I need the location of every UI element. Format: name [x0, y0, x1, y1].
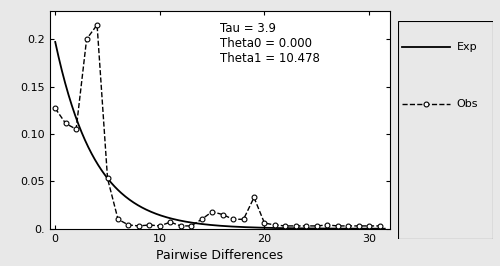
X-axis label: Pairwise Differences: Pairwise Differences — [156, 249, 284, 262]
Obs — [272, 223, 278, 227]
Text: Tau = 3.9
Theta0 = 0.000
Theta1 = 10.478: Tau = 3.9 Theta0 = 0.000 Theta1 = 10.478 — [220, 22, 320, 65]
Obs — [157, 224, 163, 227]
Obs — [376, 224, 382, 227]
Obs — [240, 218, 246, 221]
Line: Exp: Exp — [55, 42, 385, 229]
Obs — [168, 221, 173, 224]
Obs — [314, 224, 320, 227]
Obs — [73, 128, 79, 131]
Obs — [94, 23, 100, 26]
Exp — [290, 227, 296, 230]
Obs — [262, 222, 268, 225]
Line: Obs: Obs — [53, 22, 382, 228]
Obs — [52, 107, 58, 110]
Obs — [293, 224, 299, 227]
Exp — [160, 214, 166, 218]
Exp — [382, 227, 388, 230]
Obs — [230, 218, 236, 221]
Obs — [304, 224, 310, 227]
Obs — [146, 223, 152, 227]
Obs — [282, 224, 288, 227]
Obs — [209, 210, 215, 213]
Obs — [126, 223, 132, 227]
Obs — [104, 177, 110, 180]
Text: Exp: Exp — [456, 43, 477, 52]
Obs — [178, 224, 184, 227]
Obs — [115, 218, 121, 221]
Obs — [84, 38, 89, 41]
Exp — [52, 40, 58, 44]
Exp — [260, 226, 266, 229]
Exp — [182, 220, 188, 223]
Exp — [292, 227, 298, 230]
Obs — [366, 224, 372, 227]
Obs — [198, 218, 204, 221]
Obs — [251, 196, 257, 199]
Obs — [62, 122, 68, 125]
Text: Obs: Obs — [456, 99, 478, 109]
Obs — [220, 213, 226, 216]
Obs — [136, 224, 142, 227]
Obs — [356, 224, 362, 227]
Obs — [334, 224, 340, 227]
Obs — [188, 224, 194, 227]
Exp — [92, 158, 98, 161]
Obs — [345, 224, 351, 227]
Obs — [324, 223, 330, 227]
